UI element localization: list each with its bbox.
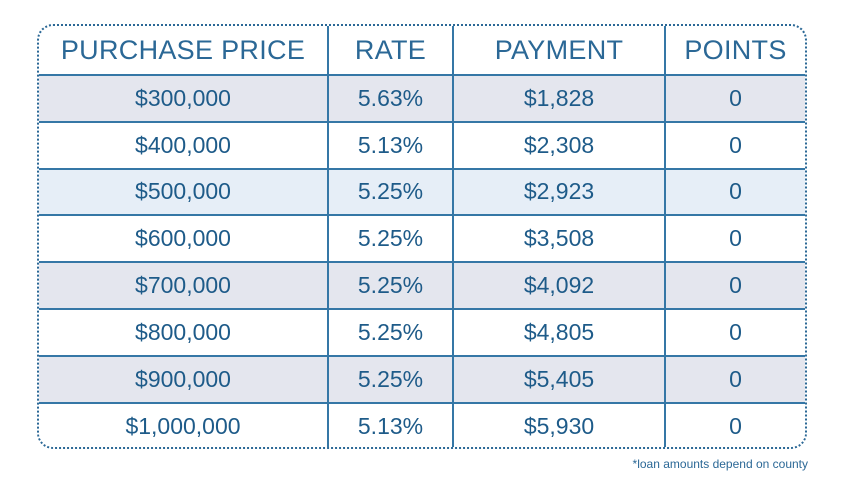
header-points: POINTS xyxy=(684,34,787,65)
header-rate: RATE xyxy=(329,26,454,74)
payment-cell: $1,828 xyxy=(454,76,666,121)
points-cell: 0 xyxy=(729,318,742,345)
payment-cell: $4,092 xyxy=(454,263,666,308)
payment-cell: $5,930 xyxy=(454,403,666,447)
points-cell: 0 xyxy=(729,413,742,440)
table-row: $1,000,000 5.13% $5,930 0 xyxy=(39,403,805,447)
payment-cell: $2,923 xyxy=(454,169,666,215)
rates-table: PURCHASE PRICE RATE PAYMENT POINTS $300,… xyxy=(37,24,807,449)
rate-cell: 5.13% xyxy=(329,122,454,168)
points-cell: 0 xyxy=(729,272,742,299)
purchase-price-cell: $400,000 xyxy=(39,122,329,168)
purchase-price-cell: $900,000 xyxy=(39,356,329,402)
payment-cell: $3,508 xyxy=(454,216,666,262)
header-purchase-price: PURCHASE PRICE xyxy=(39,26,329,74)
table-row: $900,000 5.25% $5,405 0 xyxy=(39,356,805,404)
table-row: $700,000 5.25% $4,092 0 xyxy=(39,263,805,310)
purchase-price-cell: $800,000 xyxy=(39,309,329,355)
purchase-price-cell: $300,000 xyxy=(39,76,329,121)
payment-cell: $4,805 xyxy=(454,309,666,355)
table-header-row: PURCHASE PRICE RATE PAYMENT POINTS xyxy=(39,26,805,76)
table-row: $500,000 5.25% $2,923 0 xyxy=(39,169,805,217)
rate-cell: 5.13% xyxy=(329,403,454,447)
points-cell: 0 xyxy=(729,365,742,392)
table-row: $400,000 5.13% $2,308 0 xyxy=(39,122,805,170)
purchase-price-cell: $500,000 xyxy=(39,169,329,215)
points-cell: 0 xyxy=(729,131,742,158)
payment-cell: $2,308 xyxy=(454,122,666,168)
purchase-price-cell: $700,000 xyxy=(39,263,329,308)
payment-cell: $5,405 xyxy=(454,356,666,402)
table-row: $300,000 5.63% $1,828 0 xyxy=(39,76,805,123)
rate-cell: 5.63% xyxy=(329,76,454,121)
rate-cell: 5.25% xyxy=(329,263,454,308)
table-row: $600,000 5.25% $3,508 0 xyxy=(39,216,805,264)
purchase-price-cell: $600,000 xyxy=(39,216,329,262)
purchase-price-cell: $1,000,000 xyxy=(39,403,329,447)
rate-cell: 5.25% xyxy=(329,169,454,215)
rate-cell: 5.25% xyxy=(329,216,454,262)
header-payment: PAYMENT xyxy=(454,26,666,74)
points-cell: 0 xyxy=(729,178,742,205)
table-row: $800,000 5.25% $4,805 0 xyxy=(39,309,805,357)
footnote: *loan amounts depend on county xyxy=(632,457,808,471)
rate-cell: 5.25% xyxy=(329,356,454,402)
rate-cell: 5.25% xyxy=(329,309,454,355)
points-cell: 0 xyxy=(729,225,742,252)
points-cell: 0 xyxy=(729,84,742,111)
